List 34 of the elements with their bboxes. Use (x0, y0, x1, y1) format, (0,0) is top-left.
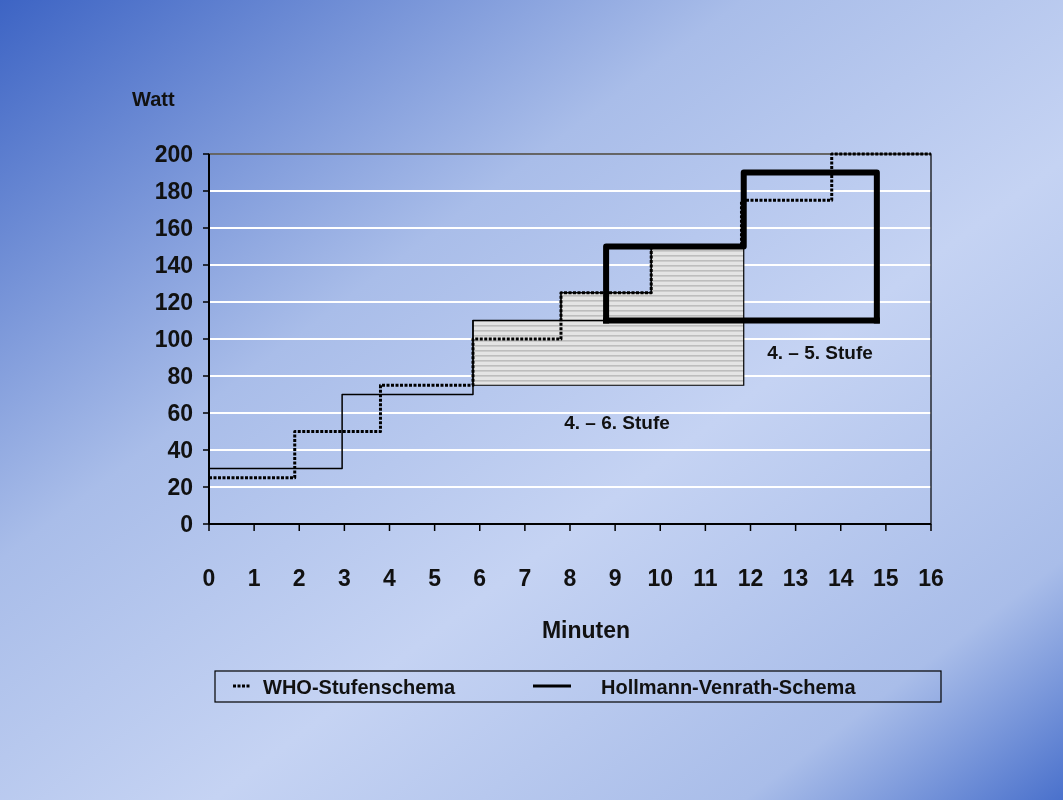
annotation: 4. – 6. Stufe (564, 412, 670, 433)
y-tick-label: 20 (167, 474, 193, 500)
annotation: 4. – 5. Stufe (767, 342, 873, 363)
x-tick-label: 13 (782, 565, 809, 591)
x-tick-label: 4 (383, 565, 397, 591)
x-tick-label: 7 (518, 565, 532, 591)
legend-label: Hollmann-Venrath-Schema (601, 676, 857, 698)
x-tick-label: 8 (563, 565, 577, 591)
y-tick-label: 160 (154, 215, 193, 241)
y-tick-label: 120 (154, 289, 193, 315)
y-tick-label: 80 (167, 363, 193, 389)
y-axis-title: Watt (132, 88, 175, 110)
x-tick-label: 6 (473, 565, 487, 591)
x-tick-label: 14 (827, 565, 854, 591)
x-tick-label: 15 (873, 565, 899, 591)
legend-label: WHO-Stufenschema (263, 676, 457, 698)
x-tick-label: 16 (918, 565, 944, 591)
y-tick-label: 0 (180, 511, 193, 537)
y-tick-label: 140 (154, 252, 193, 278)
x-tick-label: 12 (737, 565, 764, 591)
y-tick-label: 200 (154, 141, 193, 167)
x-axis-title: Minuten (541, 617, 631, 643)
y-tick-label: 100 (154, 326, 193, 352)
x-tick-label: 3 (337, 565, 351, 591)
x-tick-label: 11 (693, 565, 718, 591)
y-tick-label: 40 (167, 437, 193, 463)
y-tick-label: 180 (154, 178, 193, 204)
x-tick-label: 10 (647, 565, 674, 591)
x-tick-label: 9 (608, 565, 622, 591)
x-tick-label: 2 (292, 565, 306, 591)
x-tick-label: 5 (428, 565, 442, 591)
y-tick-label: 60 (167, 400, 193, 426)
x-tick-label: 1 (247, 565, 261, 591)
x-tick-label: 0 (202, 565, 216, 591)
